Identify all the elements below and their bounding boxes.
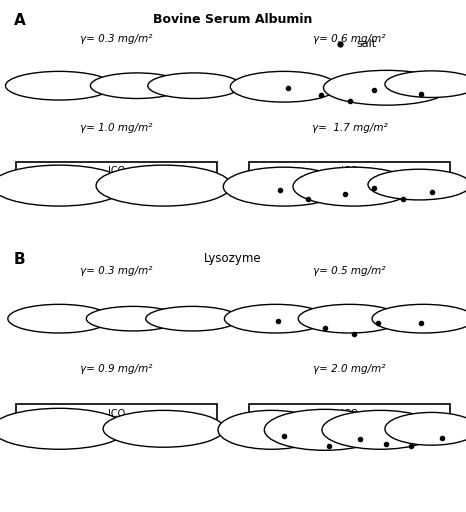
Ellipse shape — [322, 411, 439, 450]
Ellipse shape — [148, 73, 241, 98]
Bar — [249, 162, 450, 181]
Text: salt: salt — [356, 38, 377, 49]
Text: A: A — [14, 13, 26, 28]
Ellipse shape — [230, 71, 337, 102]
Ellipse shape — [372, 304, 466, 333]
Text: ICO: ICO — [341, 166, 358, 176]
Text: ICO: ICO — [108, 166, 125, 176]
Text: γ= 2.0 mg/m²: γ= 2.0 mg/m² — [313, 364, 386, 374]
Ellipse shape — [218, 411, 325, 450]
Text: ICO: ICO — [341, 409, 358, 419]
Ellipse shape — [293, 167, 414, 206]
Text: B: B — [14, 252, 26, 267]
Text: γ= 0.3 mg/m²: γ= 0.3 mg/m² — [80, 266, 153, 276]
Ellipse shape — [96, 165, 231, 206]
Ellipse shape — [146, 306, 239, 331]
Bar — [16, 403, 217, 424]
Ellipse shape — [385, 413, 466, 445]
Ellipse shape — [90, 73, 184, 98]
Text: γ= 1.0 mg/m²: γ= 1.0 mg/m² — [80, 123, 153, 133]
Text: γ= 0.5 mg/m²: γ= 0.5 mg/m² — [313, 266, 386, 276]
Ellipse shape — [225, 304, 327, 333]
Ellipse shape — [223, 167, 344, 206]
Ellipse shape — [264, 410, 385, 451]
Text: γ= 0.6 mg/m²: γ= 0.6 mg/m² — [313, 33, 386, 44]
Ellipse shape — [385, 71, 466, 97]
Ellipse shape — [103, 411, 224, 447]
Ellipse shape — [6, 71, 113, 100]
Ellipse shape — [8, 304, 110, 333]
Text: γ=  1.7 mg/m²: γ= 1.7 mg/m² — [312, 123, 387, 133]
Ellipse shape — [0, 409, 127, 450]
Text: γ= 0.9 mg/m²: γ= 0.9 mg/m² — [80, 364, 153, 374]
Ellipse shape — [0, 165, 127, 206]
Ellipse shape — [86, 306, 179, 331]
Text: γ= 0.3 mg/m²: γ= 0.3 mg/m² — [80, 33, 153, 44]
Ellipse shape — [323, 70, 449, 105]
Text: Lysozyme: Lysozyme — [204, 252, 262, 265]
Text: ICO: ICO — [108, 409, 125, 419]
Bar — [249, 403, 450, 424]
Ellipse shape — [368, 169, 466, 200]
Ellipse shape — [298, 304, 401, 333]
Bar — [16, 162, 217, 181]
Text: Bovine Serum Albumin: Bovine Serum Albumin — [153, 13, 313, 26]
